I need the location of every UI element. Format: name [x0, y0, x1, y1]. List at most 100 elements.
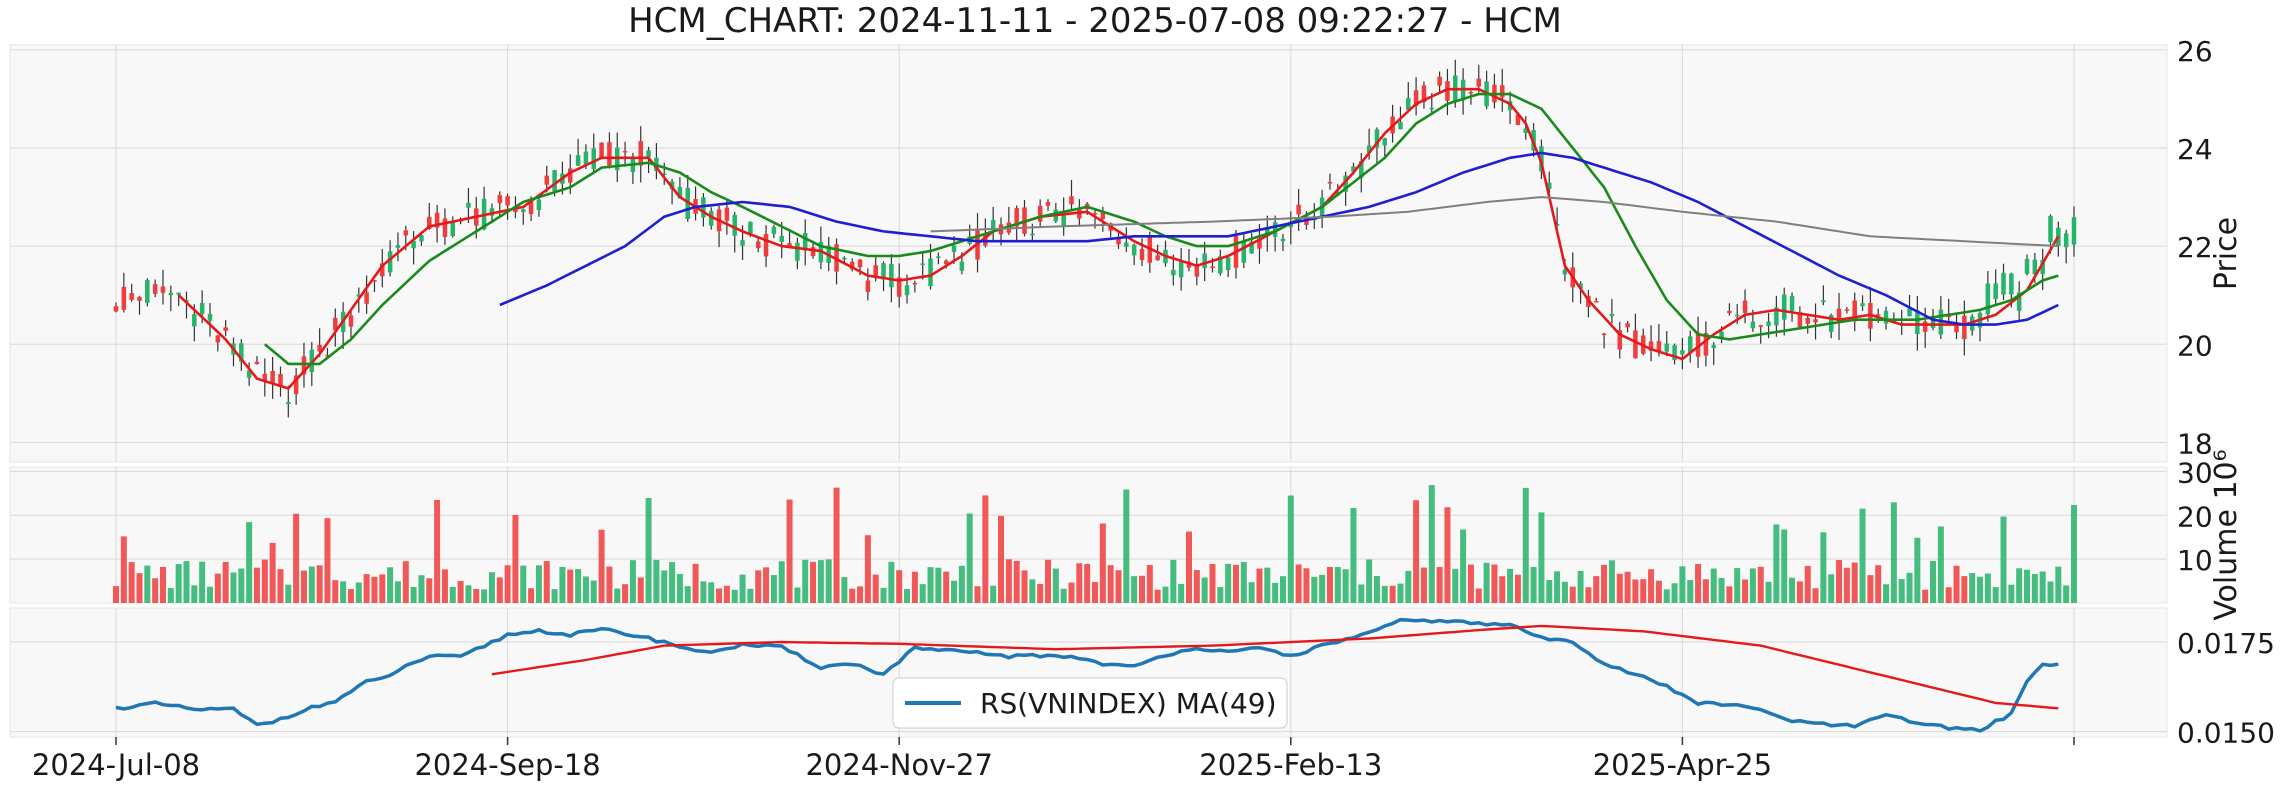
volume-bar: [1773, 524, 1780, 603]
candle-body: [1907, 308, 1912, 317]
candle-body: [1202, 253, 1207, 269]
volume-bar: [1483, 562, 1490, 603]
candle-body: [2063, 233, 2069, 248]
volume-bar: [426, 578, 433, 603]
candle-body: [536, 199, 542, 210]
volume-bar: [1687, 579, 1694, 603]
volume-bar: [802, 559, 809, 603]
candle-body: [1727, 310, 1732, 314]
volume-bar: [387, 567, 394, 603]
candle-body: [795, 242, 800, 261]
volume-bar: [488, 572, 495, 603]
volume-bar: [1131, 576, 1138, 603]
candle-body: [1069, 196, 1074, 205]
volume-bar: [731, 589, 738, 603]
volume-bar: [1279, 576, 1286, 603]
candle-body: [936, 256, 941, 258]
volume-bar: [1084, 563, 1091, 603]
volume-bar: [1859, 508, 1866, 603]
volume-bar: [1060, 588, 1067, 603]
volume-bar: [316, 565, 323, 603]
volume-bar: [1718, 577, 1725, 603]
candle-body: [434, 212, 440, 228]
volume-bar: [136, 573, 143, 603]
volume-bar: [1045, 559, 1052, 603]
candle-body: [1327, 181, 1333, 184]
volume-bar: [857, 586, 864, 603]
volume-bar: [1828, 574, 1835, 603]
volume-bar: [1945, 587, 1952, 603]
candle-body: [1171, 269, 1176, 276]
volume-bar: [1225, 563, 1232, 603]
candle-body: [1468, 91, 1474, 94]
volume-bar: [684, 586, 691, 603]
volume-bar: [230, 572, 237, 603]
volume-bar: [324, 518, 331, 603]
volume-bar: [441, 569, 448, 603]
candle-body: [364, 292, 369, 304]
volume-bar: [2063, 585, 2070, 603]
candle-body: [1092, 213, 1098, 215]
volume-bar: [1781, 529, 1788, 603]
volume-bar: [755, 570, 762, 603]
candle-body: [1930, 315, 1936, 328]
volume-bar: [1695, 564, 1702, 603]
candle-body: [622, 150, 628, 153]
volume-bar: [1052, 568, 1059, 603]
volume-bar: [1820, 532, 1827, 603]
candle-body: [1523, 128, 1529, 133]
candle-body: [2016, 292, 2022, 311]
candle-body: [583, 151, 589, 165]
volume-bar: [723, 585, 730, 603]
volume-bar: [1381, 585, 1388, 603]
y-axis-label: Volume 10⁶: [2209, 449, 2244, 620]
candle-body: [1116, 238, 1121, 245]
volume-bar: [1170, 559, 1177, 603]
volume-bar: [817, 560, 824, 603]
volume-bar: [1624, 571, 1631, 603]
volume-bar: [1906, 572, 1913, 603]
volume-bar: [1804, 565, 1811, 603]
volume-bar: [496, 577, 503, 603]
volume-bar: [708, 582, 715, 603]
volume-bar: [1287, 495, 1294, 603]
volume-bar: [1499, 576, 1506, 603]
volume-bar: [308, 566, 315, 603]
x-tick-label: 2025-Apr-25: [1593, 748, 1772, 782]
candle-body: [1406, 98, 1411, 110]
rs-legend: RS(VNINDEX) MA(49): [892, 677, 1288, 729]
candle-body: [724, 207, 730, 221]
volume-bar: [880, 587, 887, 603]
candle-body: [293, 375, 299, 395]
volume-bar: [2024, 569, 2031, 603]
candle-body: [2024, 258, 2030, 274]
volume-bar: [2008, 584, 2015, 603]
candle-body: [873, 265, 878, 279]
candle-body: [1836, 308, 1842, 323]
candle-body: [607, 142, 612, 166]
candle-body: [904, 285, 910, 296]
candle-body: [419, 235, 424, 242]
candle-body: [1100, 212, 1106, 219]
y-tick-label: 0.0150: [2177, 717, 2275, 750]
volume-bar: [449, 586, 456, 603]
volume-bar: [1162, 586, 1169, 603]
candle-body: [239, 343, 244, 362]
candle-body: [959, 261, 965, 271]
volume-bar: [120, 536, 127, 603]
candle-body: [810, 247, 816, 257]
candle-body: [145, 280, 150, 304]
volume-bar: [1178, 583, 1185, 603]
volume-bar: [1796, 581, 1803, 603]
volume-bar: [1217, 587, 1224, 603]
candle-body: [740, 240, 745, 246]
volume-bar: [1256, 568, 1263, 603]
candle-body: [160, 286, 166, 293]
candle-body: [270, 370, 275, 383]
volume-bar: [904, 589, 911, 603]
volume-bar: [1914, 537, 1921, 603]
volume-bar: [951, 580, 958, 603]
candle-body: [1272, 222, 1278, 237]
candle-body: [411, 240, 416, 249]
volume-bar: [1248, 582, 1255, 603]
